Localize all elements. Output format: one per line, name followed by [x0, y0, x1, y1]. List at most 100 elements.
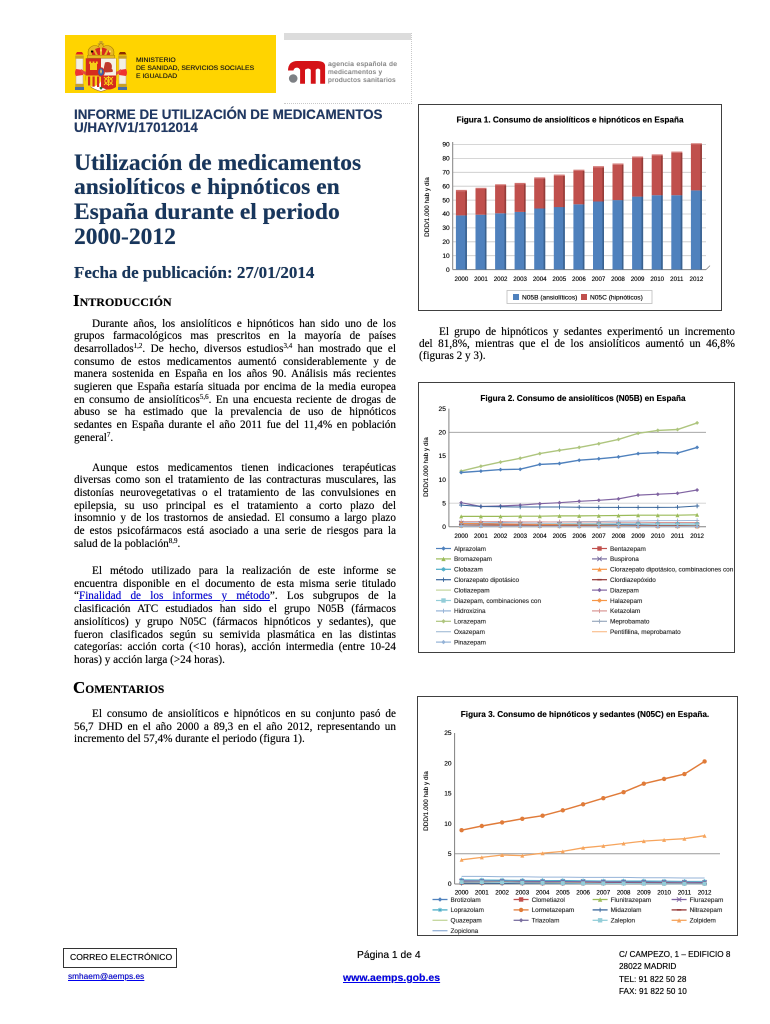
svg-text:2010: 2010: [651, 533, 665, 540]
svg-text:Ketazolam: Ketazolam: [610, 608, 640, 615]
svg-text:2010: 2010: [657, 890, 671, 897]
svg-text:2008: 2008: [617, 890, 631, 897]
svg-text:Midazolam: Midazolam: [611, 907, 642, 914]
svg-text:Clordiazepóxido: Clordiazepóxido: [610, 577, 656, 584]
svg-text:2001: 2001: [474, 533, 488, 540]
svg-text:Buspirona: Buspirona: [610, 556, 639, 563]
svg-text:25: 25: [444, 730, 452, 737]
svg-text:Bentazepam: Bentazepam: [610, 546, 646, 553]
svg-text:Bromazepam: Bromazepam: [454, 556, 492, 563]
svg-text:Lorazepam: Lorazepam: [454, 619, 486, 626]
svg-text:2003: 2003: [515, 890, 529, 897]
svg-text:2002: 2002: [494, 533, 508, 540]
svg-text:Clorazepato dipotásico, combin: Clorazepato dipotásico, combinaciones co…: [610, 567, 734, 574]
svg-text:2008: 2008: [612, 533, 626, 540]
svg-text:2009: 2009: [637, 890, 651, 897]
svg-text:0: 0: [446, 267, 450, 274]
svg-text:10: 10: [444, 821, 452, 828]
svg-text:2005: 2005: [553, 533, 567, 540]
svg-text:N05C (hipnóticos): N05C (hipnóticos): [590, 295, 643, 302]
svg-text:20: 20: [439, 430, 447, 437]
svg-text:Zolpidem: Zolpidem: [690, 918, 716, 925]
svg-text:2009: 2009: [631, 276, 645, 283]
svg-text:Figura 3. Consumo de hipnótico: Figura 3. Consumo de hipnóticos y sedant…: [461, 710, 709, 719]
svg-text:2012: 2012: [690, 533, 704, 540]
svg-text:5: 5: [442, 500, 446, 507]
svg-text:Clobazam: Clobazam: [454, 567, 483, 574]
svg-text:70: 70: [442, 170, 450, 177]
svg-text:60: 60: [442, 183, 450, 190]
svg-text:2010: 2010: [650, 276, 664, 283]
svg-text:5: 5: [448, 851, 452, 858]
svg-text:2006: 2006: [572, 276, 586, 283]
svg-text:2004: 2004: [533, 533, 547, 540]
svg-text:Zopiclona: Zopiclona: [451, 928, 479, 935]
svg-text:50: 50: [442, 197, 450, 204]
svg-text:Clorazepato dipotásico: Clorazepato dipotásico: [454, 577, 519, 584]
svg-text:2005: 2005: [552, 276, 566, 283]
svg-text:80: 80: [442, 156, 450, 163]
svg-text:20: 20: [444, 760, 452, 767]
svg-text:2000: 2000: [455, 276, 469, 283]
svg-text:Oxazepam: Oxazepam: [454, 629, 485, 636]
svg-text:Alprazolam: Alprazolam: [454, 546, 486, 553]
svg-text:30: 30: [442, 225, 450, 232]
svg-text:2008: 2008: [611, 276, 625, 283]
svg-text:DDD/1.000 hab y día: DDD/1.000 hab y día: [424, 177, 431, 237]
svg-text:2007: 2007: [592, 276, 606, 283]
svg-text:0: 0: [448, 881, 452, 888]
svg-text:Pinazepam: Pinazepam: [454, 639, 486, 646]
svg-text:DDD/1.000 hab y día: DDD/1.000 hab y día: [423, 771, 430, 831]
svg-text:2011: 2011: [678, 890, 692, 897]
svg-text:25: 25: [439, 406, 447, 413]
svg-text:Lormetazepam: Lormetazepam: [532, 907, 575, 914]
svg-text:15: 15: [444, 791, 452, 798]
svg-text:2011: 2011: [670, 276, 684, 283]
svg-text:0: 0: [442, 524, 446, 531]
svg-text:Loprazolam: Loprazolam: [451, 907, 484, 914]
svg-text:10: 10: [439, 477, 447, 484]
svg-text:Figura 1. Consumo de ansiolíti: Figura 1. Consumo de ansiolíticos e hipn…: [456, 116, 683, 125]
svg-text:Clometiazol: Clometiazol: [532, 897, 565, 904]
svg-text:2006: 2006: [576, 890, 590, 897]
svg-text:Halazepam: Halazepam: [610, 598, 642, 605]
svg-text:2012: 2012: [690, 276, 704, 283]
svg-text:2004: 2004: [533, 276, 547, 283]
svg-text:Nitrazepam: Nitrazepam: [690, 907, 723, 914]
svg-text:2007: 2007: [596, 890, 610, 897]
svg-text:2012: 2012: [698, 890, 712, 897]
svg-text:Flunitrazepam: Flunitrazepam: [611, 897, 652, 904]
svg-text:Brotizolam: Brotizolam: [451, 897, 481, 904]
svg-text:2001: 2001: [475, 890, 489, 897]
svg-text:2003: 2003: [513, 533, 527, 540]
svg-text:Zaleplon: Zaleplon: [611, 918, 636, 925]
svg-text:Quazepam: Quazepam: [451, 918, 482, 925]
svg-text:2007: 2007: [592, 533, 606, 540]
svg-text:2004: 2004: [536, 890, 550, 897]
svg-text:2002: 2002: [495, 890, 509, 897]
svg-text:Hidroxizina: Hidroxizina: [454, 608, 486, 615]
svg-text:2011: 2011: [671, 533, 685, 540]
svg-text:15: 15: [439, 453, 447, 460]
svg-text:Diazepam, combinaciones con: Diazepam, combinaciones con: [454, 598, 541, 605]
svg-text:90: 90: [442, 142, 450, 149]
svg-text:2006: 2006: [572, 533, 586, 540]
svg-text:DDD/1.000 hab y día: DDD/1.000 hab y día: [423, 437, 430, 497]
svg-text:20: 20: [442, 239, 450, 246]
svg-text:Diazepam: Diazepam: [610, 587, 639, 594]
svg-text:Meprobamato: Meprobamato: [610, 619, 650, 626]
svg-text:2009: 2009: [631, 533, 645, 540]
svg-text:2005: 2005: [556, 890, 570, 897]
svg-text:2002: 2002: [494, 276, 508, 283]
svg-text:10: 10: [442, 253, 450, 260]
svg-text:40: 40: [442, 211, 450, 218]
svg-text:N05B (ansiolíticos): N05B (ansiolíticos): [522, 295, 577, 302]
svg-text:2000: 2000: [455, 890, 469, 897]
svg-text:Triazolam: Triazolam: [532, 918, 560, 925]
svg-text:2003: 2003: [513, 276, 527, 283]
svg-text:2000: 2000: [454, 533, 468, 540]
svg-text:Flurazepam: Flurazepam: [690, 897, 724, 904]
svg-text:Pentifilina, meprobamato: Pentifilina, meprobamato: [610, 629, 681, 636]
svg-text:Figura 2. Consumo de ansiolíti: Figura 2. Consumo de ansiolíticos (N05B)…: [480, 394, 686, 403]
svg-text:Clotiazepam: Clotiazepam: [454, 587, 490, 594]
